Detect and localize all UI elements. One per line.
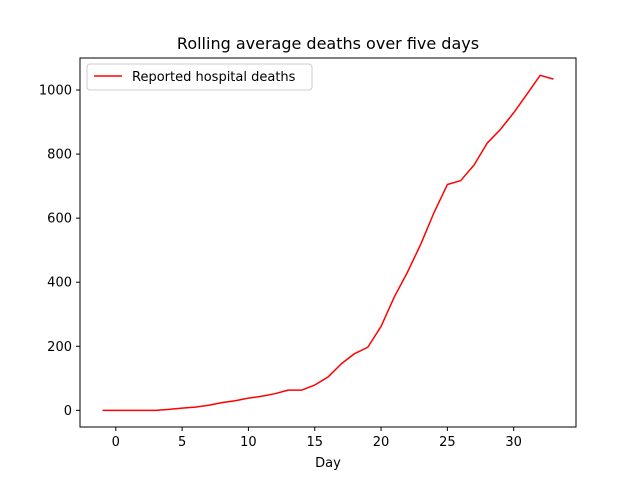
- plot-frame: [79, 57, 577, 428]
- x-tick-label: 15: [306, 435, 323, 450]
- chart-title: Rolling average deaths over five days: [177, 34, 479, 53]
- series-line: [102, 74, 554, 412]
- series-layer: [102, 74, 554, 412]
- x-tick-label: 20: [373, 435, 390, 450]
- legend: Reported hospital deaths: [86, 63, 313, 91]
- legend-box: [86, 63, 313, 91]
- y-tick-label: 0: [64, 404, 72, 419]
- x-tick-label: 30: [505, 435, 522, 450]
- x-tick-label: 5: [178, 435, 186, 450]
- plot-area: [79, 57, 577, 428]
- x-tick-label: 25: [439, 435, 456, 450]
- y-tick-label: 800: [47, 148, 72, 163]
- y-axis: 0 200 400 600 800 1000: [39, 84, 80, 419]
- x-tick-label: 0: [112, 435, 120, 450]
- y-tick-label: 600: [47, 212, 72, 227]
- y-tick-label: 400: [47, 276, 72, 291]
- y-tick-label: 200: [47, 340, 72, 355]
- x-axis-title: Day: [315, 456, 341, 471]
- x-axis: 0 5 10 15 20 25 30: [112, 427, 522, 450]
- x-tick-label: 10: [240, 435, 257, 450]
- legend-label: Reported hospital deaths: [132, 70, 296, 85]
- y-tick-label: 1000: [39, 84, 72, 99]
